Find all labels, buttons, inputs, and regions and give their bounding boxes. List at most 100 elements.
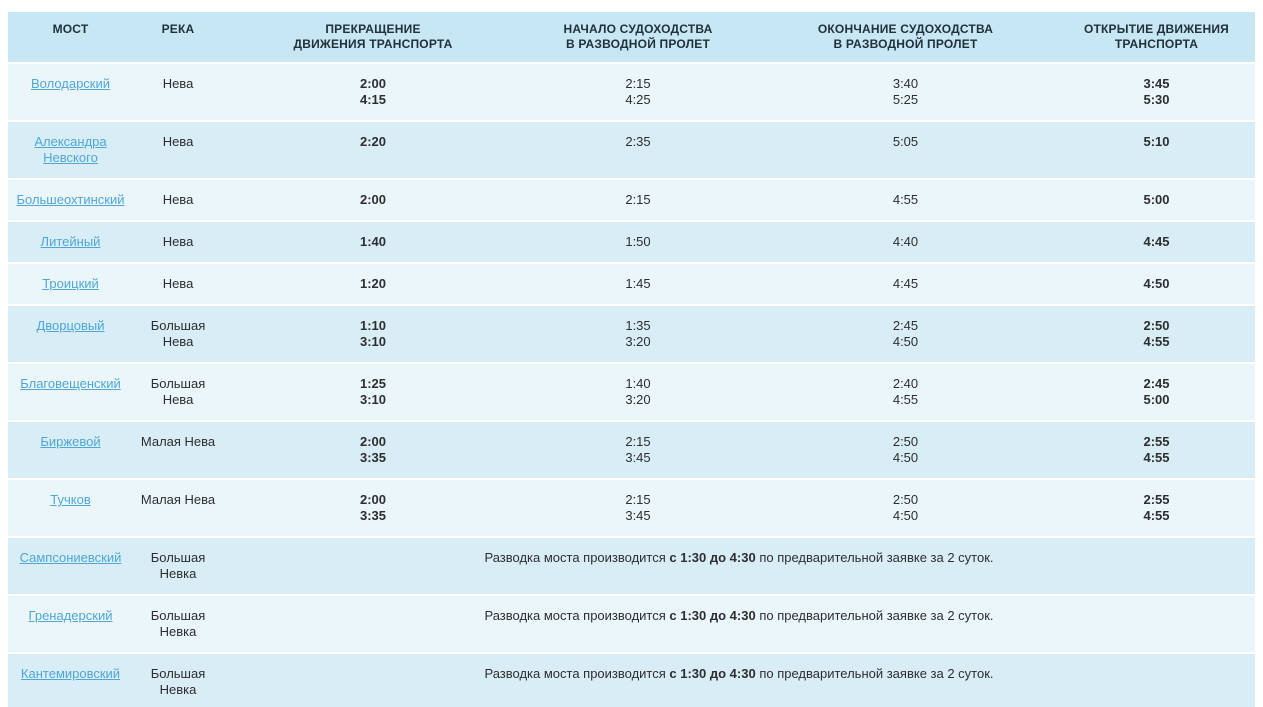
nav-end-cell: 2:50 4:50 [753,480,1058,536]
bridge-link[interactable]: Дворцовый [36,318,105,333]
bridge-cell: Тучков [8,480,133,536]
bridge-link[interactable]: Биржевой [40,434,101,449]
table-row: Сампсониевский Большая Невка Разводка мо… [8,538,1255,594]
note-text: по предварительной заявке за 2 суток. [755,608,994,623]
bridge-link[interactable]: Троицкий [42,276,99,291]
traffic-open-cell: 5:10 [1058,122,1255,178]
traffic-open-cell: 2:45 5:00 [1058,364,1255,420]
nav-start-cell: 1:35 3:20 [523,306,753,362]
traffic-open-cell: 2:55 4:55 [1058,480,1255,536]
table-row: Большеохтинский Нева 2:00 2:15 4:55 5:00 [8,180,1255,220]
nav-start-cell: 1:40 3:20 [523,364,753,420]
bridge-cell: Биржевой [8,422,133,478]
note-text: Разводка моста производится [484,666,670,681]
bridge-cell: Сампсониевский [8,538,133,594]
note-text: по предварительной заявке за 2 суток. [755,550,994,565]
nav-start-cell: 1:50 [523,222,753,262]
bridge-link[interactable]: Благовещенский [20,376,121,391]
bridge-link[interactable]: Володарский [30,76,111,91]
river-cell: Нева [133,264,223,304]
nav-end-cell: 4:55 [753,180,1058,220]
bridge-cell: Дворцовый [8,306,133,362]
traffic-open-cell: 4:50 [1058,264,1255,304]
river-cell: Малая Нева [133,480,223,536]
bridge-cell: Гренадерский [8,596,133,652]
bridge-cell: Кантемировский [8,654,133,707]
table-row: Александра Невского Нева 2:20 2:35 5:05 … [8,122,1255,178]
table-row: Тучков Малая Нева 2:00 3:35 2:15 3:45 2:… [8,480,1255,536]
traffic-open-cell: 2:50 4:55 [1058,306,1255,362]
bridge-link[interactable]: Кантемировский [20,666,121,681]
traffic-close-cell: 2:00 3:35 [223,480,523,536]
column-header-traffic-open: ОТКРЫТИЕ ДВИЖЕНИЯ ТРАНСПОРТА [1058,12,1255,62]
bridge-schedule-table: МОСТ РЕКА ПРЕКРАЩЕНИЕ ДВИЖЕНИЯ ТРАНСПОРТ… [8,10,1255,707]
traffic-open-cell: 2:55 4:55 [1058,422,1255,478]
river-cell: Нева [133,64,223,120]
bridge-link[interactable]: Литейный [40,234,101,249]
traffic-close-cell: 1:20 [223,264,523,304]
traffic-close-cell: 2:00 4:15 [223,64,523,120]
bridge-cell: Большеохтинский [8,180,133,220]
note-hours: с 1:30 до 4:30 [669,666,756,681]
traffic-close-cell: 1:10 3:10 [223,306,523,362]
traffic-open-cell: 5:00 [1058,180,1255,220]
river-cell: Нева [133,222,223,262]
river-cell: Большая Невка [133,654,223,707]
nav-start-cell: 2:35 [523,122,753,178]
traffic-open-cell: 3:45 5:30 [1058,64,1255,120]
nav-end-cell: 3:40 5:25 [753,64,1058,120]
bridge-cell: Благовещенский [8,364,133,420]
table-row: Дворцовый Большая Нева 1:10 3:10 1:35 3:… [8,306,1255,362]
note-text: Разводка моста производится [484,608,670,623]
river-cell: Большая Невка [133,538,223,594]
table-row: Литейный Нева 1:40 1:50 4:40 4:45 [8,222,1255,262]
river-cell: Большая Нева [133,364,223,420]
traffic-close-cell: 1:25 3:10 [223,364,523,420]
nav-end-cell: 4:40 [753,222,1058,262]
bridge-cell: Александра Невского [8,122,133,178]
note-cell: Разводка моста производится с 1:30 до 4:… [223,654,1255,707]
note-cell: Разводка моста производится с 1:30 до 4:… [223,538,1255,594]
column-header-bridge: МОСТ [8,12,133,62]
bridge-cell: Троицкий [8,264,133,304]
nav-end-cell: 4:45 [753,264,1058,304]
traffic-close-cell: 1:40 [223,222,523,262]
note-hours: с 1:30 до 4:30 [669,550,756,565]
column-header-nav-end: ОКОНЧАНИЕ СУДОХОДСТВА В РАЗВОДНОЙ ПРОЛЕТ [753,12,1058,62]
bridge-link[interactable]: Сампсониевский [19,550,122,565]
river-cell: Нева [133,180,223,220]
table-row: Троицкий Нева 1:20 1:45 4:45 4:50 [8,264,1255,304]
bridge-cell: Литейный [8,222,133,262]
nav-start-cell: 2:15 [523,180,753,220]
table-row: Гренадерский Большая Невка Разводка мост… [8,596,1255,652]
bridge-link[interactable]: Гренадерский [28,608,113,623]
traffic-close-cell: 2:00 3:35 [223,422,523,478]
nav-start-cell: 1:45 [523,264,753,304]
nav-start-cell: 2:15 3:45 [523,422,753,478]
river-cell: Нева [133,122,223,178]
traffic-open-cell: 4:45 [1058,222,1255,262]
bridge-link[interactable]: Александра Невского [34,134,107,165]
bridge-link[interactable]: Большеохтинский [16,192,125,207]
river-cell: Малая Нева [133,422,223,478]
traffic-close-cell: 2:00 [223,180,523,220]
note-cell: Разводка моста производится с 1:30 до 4:… [223,596,1255,652]
column-header-traffic-stop: ПРЕКРАЩЕНИЕ ДВИЖЕНИЯ ТРАНСПОРТА [223,12,523,62]
bridge-cell: Володарский [8,64,133,120]
table-row: Биржевой Малая Нева 2:00 3:35 2:15 3:45 … [8,422,1255,478]
nav-start-cell: 2:15 4:25 [523,64,753,120]
table-row: Благовещенский Большая Нева 1:25 3:10 1:… [8,364,1255,420]
nav-start-cell: 2:15 3:45 [523,480,753,536]
river-cell: Большая Невка [133,596,223,652]
traffic-close-cell: 2:20 [223,122,523,178]
bridge-link[interactable]: Тучков [50,492,91,507]
column-header-river: РЕКА [133,12,223,62]
column-header-nav-start: НАЧАЛО СУДОХОДСТВА В РАЗВОДНОЙ ПРОЛЕТ [523,12,753,62]
nav-end-cell: 2:45 4:50 [753,306,1058,362]
header-row: МОСТ РЕКА ПРЕКРАЩЕНИЕ ДВИЖЕНИЯ ТРАНСПОРТ… [8,12,1255,62]
river-cell: Большая Нева [133,306,223,362]
note-text: по предварительной заявке за 2 суток. [755,666,994,681]
note-text: Разводка моста производится [484,550,670,565]
note-hours: с 1:30 до 4:30 [669,608,756,623]
